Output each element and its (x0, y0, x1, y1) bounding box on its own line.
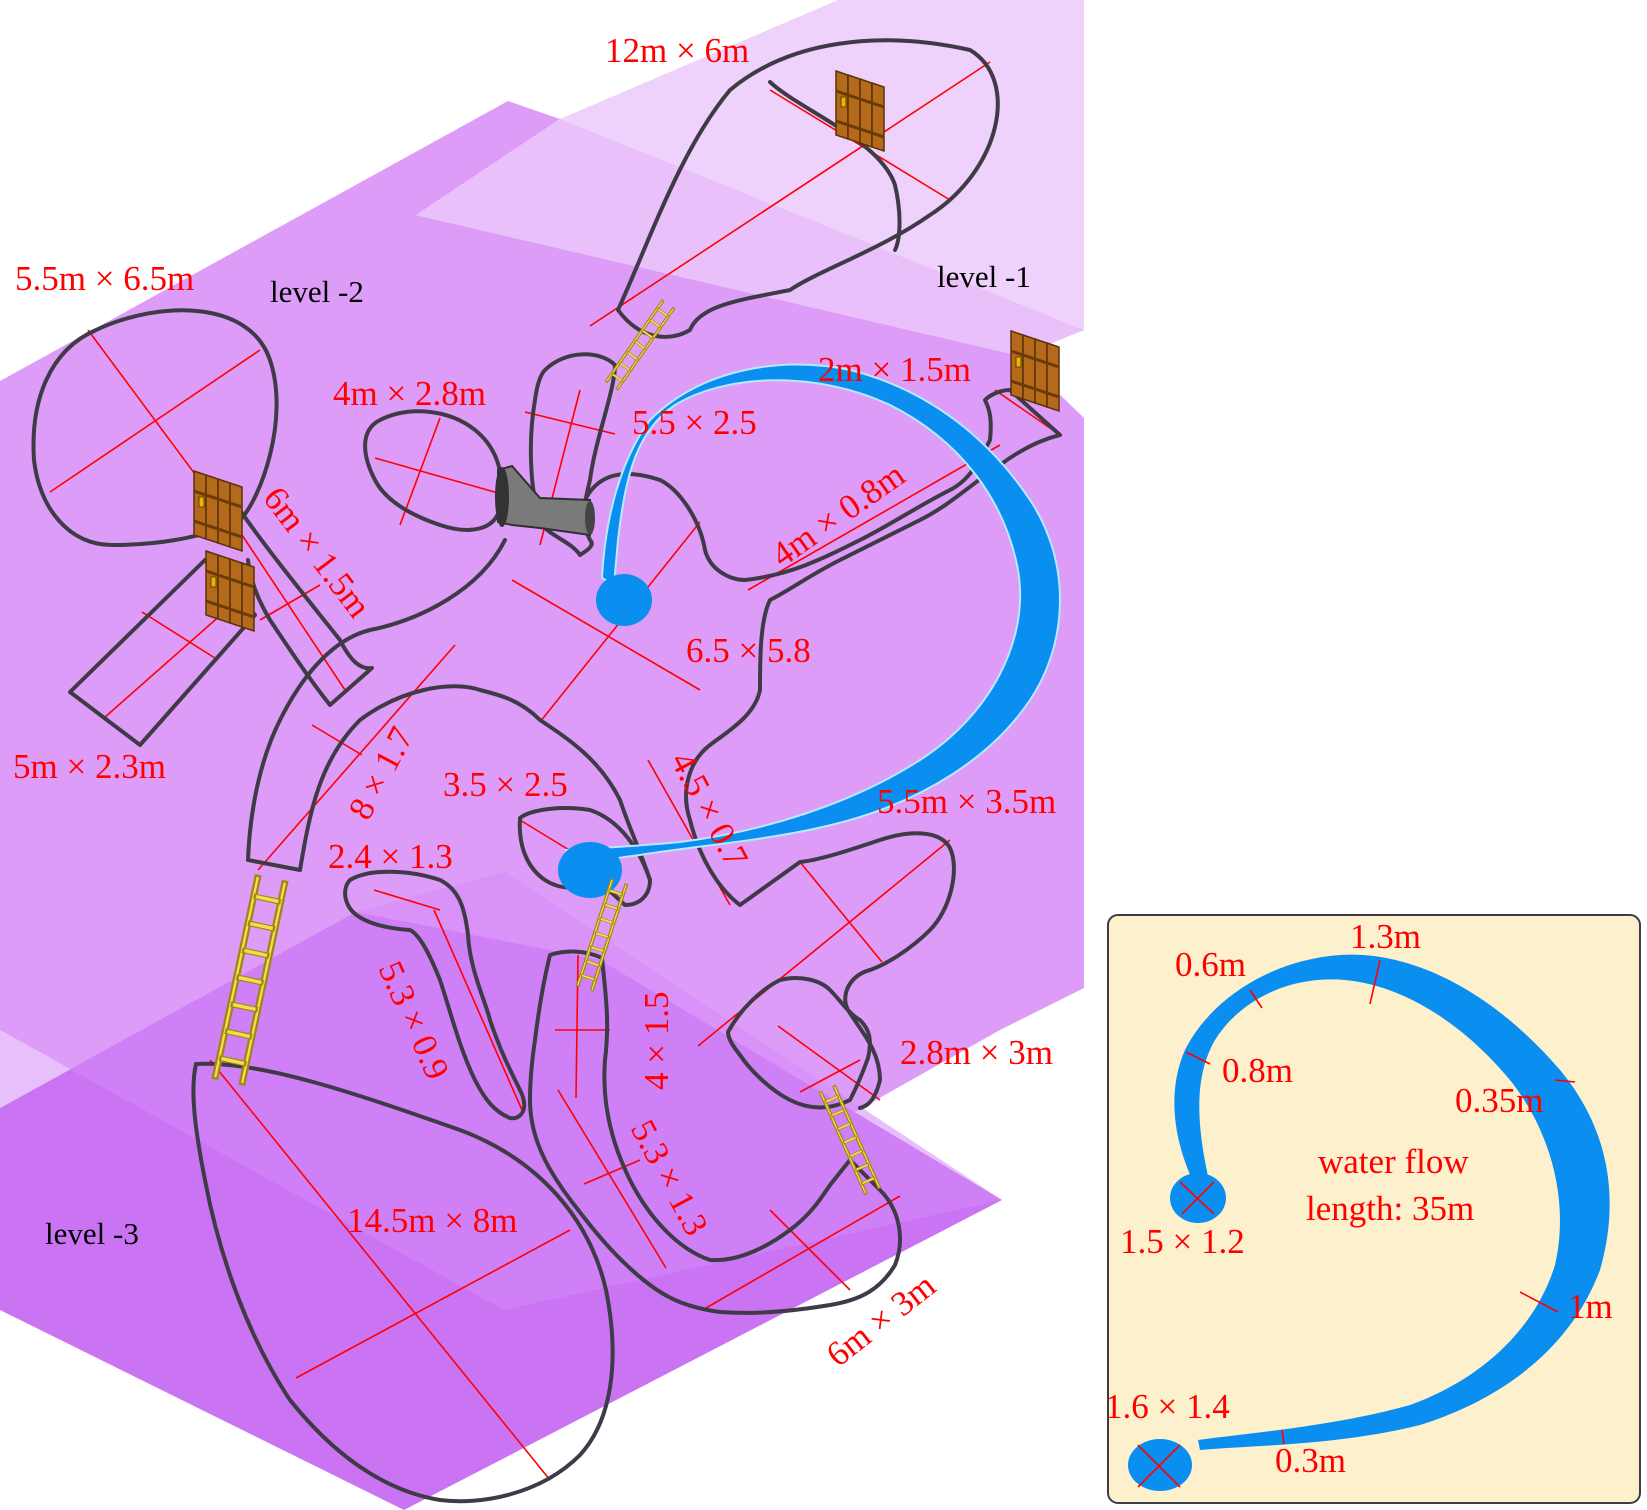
inset-title-line1: water flow (1318, 1142, 1469, 1181)
inset-width-label: 0.35m (1455, 1081, 1543, 1120)
level-1-label: level -1 (937, 259, 1031, 294)
inset-pool-top-label: 1.5 × 1.2 (1120, 1222, 1245, 1261)
room-label: 5.5 × 2.5 (632, 403, 757, 442)
inset-width-label: 0.8m (1222, 1051, 1293, 1090)
room-label: 3.5 × 2.5 (443, 765, 568, 804)
level-2-label: level -2 (270, 274, 364, 309)
inset-width-label: 1m (1568, 1287, 1613, 1326)
water-stream (558, 363, 1061, 898)
room-label: 2m × 1.5m (818, 350, 971, 389)
room-label: 2.8m × 3m (900, 1033, 1053, 1072)
inset-width-label: 1.3m (1350, 917, 1421, 956)
water-flow-inset: water flow length: 35m 1.5 × 1.2 1.6 × 1… (1105, 914, 1641, 1504)
room-label: 14.5m × 8m (347, 1201, 517, 1240)
room-label: 4m × 2.8m (333, 374, 486, 413)
room-label: 2.4 × 1.3 (328, 837, 453, 876)
inset-width-label: 0.3m (1275, 1441, 1346, 1480)
cave-outlines (31, 38, 1062, 1504)
inset-title-line2: length: 35m (1306, 1189, 1474, 1228)
room-label: 12m × 6m (605, 31, 749, 70)
room-label: 5m × 2.3m (13, 747, 166, 786)
level-3-label: level -3 (45, 1216, 139, 1251)
inset-width-label: 0.6m (1175, 945, 1246, 984)
level-2-light-area (416, 119, 1084, 356)
inset-pool-bottom-label: 1.6 × 1.4 (1105, 1387, 1230, 1426)
funnel-icon (495, 464, 595, 537)
room-label: 6.5 × 5.8 (686, 631, 811, 670)
room-label: 5.5m × 3.5m (877, 782, 1056, 821)
room-label: 4 × 1.5 (637, 992, 676, 1091)
room-label: 5.5m × 6.5m (15, 259, 194, 298)
